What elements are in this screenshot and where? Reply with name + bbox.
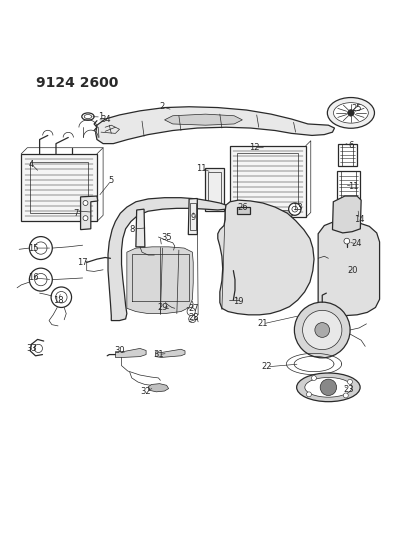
Text: 25: 25	[352, 104, 363, 114]
Text: 32: 32	[141, 387, 151, 396]
Text: 11: 11	[196, 164, 207, 173]
Text: 27: 27	[188, 304, 199, 313]
Circle shape	[29, 268, 52, 291]
Circle shape	[327, 255, 367, 294]
Text: 14: 14	[354, 215, 365, 224]
Polygon shape	[338, 143, 358, 166]
Text: 21: 21	[258, 319, 268, 328]
Circle shape	[292, 206, 298, 212]
Polygon shape	[81, 196, 98, 230]
Polygon shape	[108, 198, 226, 320]
Text: 9: 9	[191, 213, 196, 222]
Text: 24: 24	[352, 239, 363, 248]
Text: 22: 22	[262, 362, 272, 372]
Circle shape	[29, 237, 52, 260]
Text: 15: 15	[28, 244, 39, 253]
Ellipse shape	[327, 98, 374, 128]
Ellipse shape	[82, 113, 94, 120]
Circle shape	[347, 379, 352, 384]
Polygon shape	[337, 171, 360, 199]
Polygon shape	[230, 146, 306, 217]
Circle shape	[83, 200, 88, 205]
Polygon shape	[127, 247, 193, 313]
Circle shape	[294, 302, 350, 358]
Text: 11: 11	[348, 182, 358, 191]
Text: 34: 34	[100, 115, 111, 124]
Circle shape	[83, 216, 88, 221]
Text: 30: 30	[114, 346, 125, 355]
Ellipse shape	[305, 377, 352, 397]
Circle shape	[315, 322, 330, 337]
Text: 16: 16	[28, 273, 39, 282]
Text: 17: 17	[77, 258, 88, 267]
Text: 18: 18	[53, 296, 63, 304]
Polygon shape	[318, 221, 380, 316]
Circle shape	[35, 242, 47, 254]
Circle shape	[343, 393, 348, 398]
Polygon shape	[155, 349, 185, 358]
Circle shape	[35, 273, 47, 286]
Circle shape	[307, 392, 312, 397]
Polygon shape	[21, 154, 97, 221]
Text: 4: 4	[29, 159, 34, 168]
Polygon shape	[218, 200, 314, 315]
Circle shape	[320, 379, 337, 395]
Polygon shape	[332, 196, 361, 233]
Polygon shape	[238, 207, 250, 214]
Text: 31: 31	[153, 350, 164, 359]
Circle shape	[343, 271, 351, 279]
Text: 19: 19	[233, 297, 244, 306]
Polygon shape	[164, 114, 242, 125]
Polygon shape	[148, 384, 169, 392]
Circle shape	[302, 310, 342, 350]
Circle shape	[189, 315, 196, 322]
Text: 8: 8	[129, 225, 134, 234]
Circle shape	[55, 292, 67, 303]
Text: 29: 29	[157, 303, 168, 312]
Text: 33: 33	[26, 344, 37, 353]
Ellipse shape	[84, 115, 92, 119]
Text: 13: 13	[292, 203, 303, 212]
Ellipse shape	[333, 103, 368, 123]
Circle shape	[51, 287, 72, 308]
Text: 1: 1	[98, 112, 104, 122]
Circle shape	[187, 308, 195, 316]
Circle shape	[348, 110, 354, 116]
Circle shape	[289, 203, 301, 215]
Text: 23: 23	[344, 385, 354, 394]
Circle shape	[320, 248, 374, 301]
Text: 7: 7	[74, 209, 79, 218]
Text: 20: 20	[348, 266, 358, 275]
Polygon shape	[188, 198, 197, 235]
Text: 28: 28	[188, 313, 199, 322]
Circle shape	[344, 238, 350, 244]
Polygon shape	[96, 107, 335, 143]
Text: 5: 5	[109, 176, 114, 185]
Text: 6: 6	[348, 141, 353, 150]
Polygon shape	[136, 209, 145, 247]
Polygon shape	[115, 349, 146, 358]
Circle shape	[312, 376, 316, 381]
Text: 35: 35	[161, 233, 172, 243]
Text: 9124 2600: 9124 2600	[35, 76, 118, 90]
Text: 2: 2	[160, 102, 165, 111]
Circle shape	[34, 344, 42, 352]
Text: 26: 26	[237, 203, 248, 212]
Polygon shape	[205, 168, 224, 211]
Ellipse shape	[297, 373, 360, 402]
Text: 12: 12	[249, 143, 260, 152]
